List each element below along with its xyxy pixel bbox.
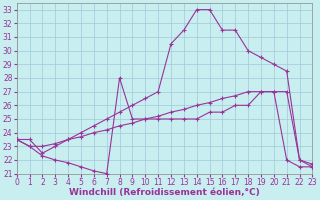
X-axis label: Windchill (Refroidissement éolien,°C): Windchill (Refroidissement éolien,°C): [69, 188, 260, 197]
